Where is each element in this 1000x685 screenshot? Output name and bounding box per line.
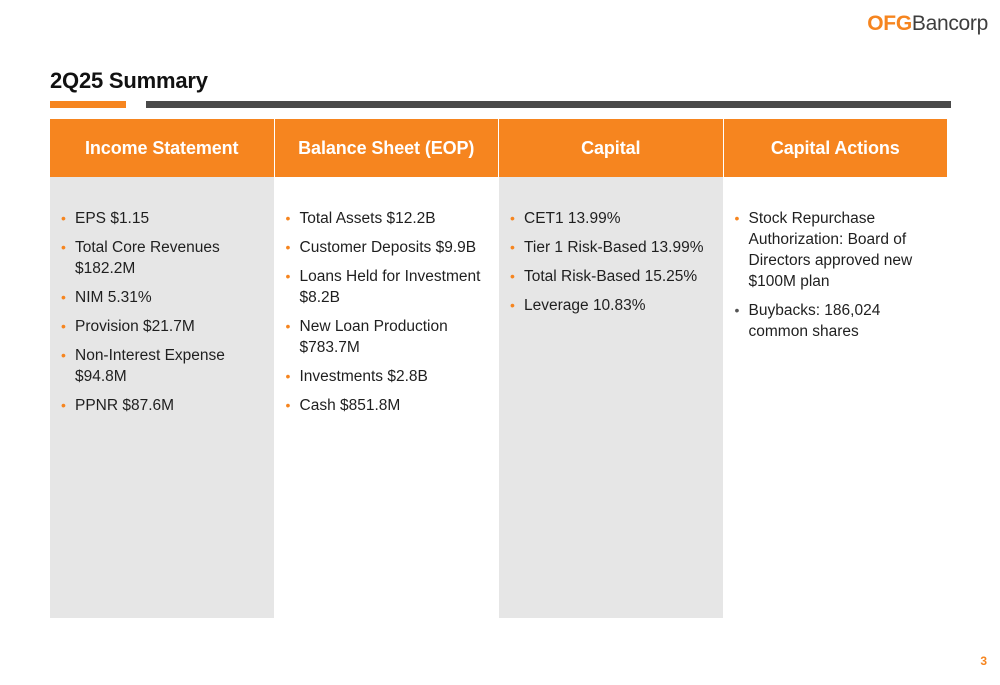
- list-item: Total Risk-Based 15.25%: [507, 266, 719, 287]
- column-body: EPS $1.15 Total Core Revenues $182.2M NI…: [50, 177, 274, 618]
- list-item: Total Assets $12.2B: [283, 208, 495, 229]
- list-item: Buybacks: 186,024 common shares: [732, 300, 944, 342]
- list-item: CET1 13.99%: [507, 208, 719, 229]
- list-item: Cash $851.8M: [283, 395, 495, 416]
- bullet-list: Total Assets $12.2B Customer Deposits $9…: [283, 208, 495, 416]
- column-header: Income Statement: [50, 119, 274, 177]
- ofg-bancorp-logo: OFGBancorp: [867, 12, 988, 36]
- column-body: Stock Repurchase Authorization: Board of…: [723, 177, 947, 618]
- list-item: Provision $21.7M: [58, 316, 270, 337]
- list-item: New Loan Production $783.7M: [283, 316, 495, 358]
- bullet-list-second: Buybacks: 186,024 common shares: [732, 300, 944, 342]
- column-header: Balance Sheet (EOP): [274, 119, 498, 177]
- list-item: Total Core Revenues $182.2M: [58, 237, 270, 279]
- column-capital-actions: Capital Actions Stock Repurchase Authori…: [723, 119, 947, 618]
- column-capital: Capital CET1 13.99% Tier 1 Risk-Based 13…: [499, 119, 724, 618]
- column-body: Total Assets $12.2B Customer Deposits $9…: [274, 177, 498, 618]
- column-balance-sheet: Balance Sheet (EOP) Total Assets $12.2B …: [274, 119, 499, 618]
- list-item: Loans Held for Investment $8.2B: [283, 266, 495, 308]
- bullet-list: CET1 13.99% Tier 1 Risk-Based 13.99% Tot…: [507, 208, 719, 316]
- logo-text-bold: OFG: [867, 12, 912, 35]
- title-accent-bar: [50, 101, 126, 108]
- list-item: Investments $2.8B: [283, 366, 495, 387]
- list-item: PPNR $87.6M: [58, 395, 270, 416]
- page-number: 3: [980, 654, 987, 668]
- bullet-list-first: Stock Repurchase Authorization: Board of…: [732, 208, 944, 292]
- summary-columns: Income Statement EPS $1.15 Total Core Re…: [50, 119, 947, 618]
- column-header: Capital: [499, 119, 723, 177]
- list-item: EPS $1.15: [58, 208, 270, 229]
- column-header: Capital Actions: [723, 119, 947, 177]
- list-item: Non-Interest Expense $94.8M: [58, 345, 270, 387]
- list-item: Customer Deposits $9.9B: [283, 237, 495, 258]
- bullet-list: EPS $1.15 Total Core Revenues $182.2M NI…: [58, 208, 270, 416]
- logo-text-rest: Bancorp: [911, 12, 988, 35]
- list-item: NIM 5.31%: [58, 287, 270, 308]
- list-item: Tier 1 Risk-Based 13.99%: [507, 237, 719, 258]
- title-divider-bar: [146, 101, 951, 108]
- list-item: Stock Repurchase Authorization: Board of…: [732, 208, 944, 292]
- page-title: 2Q25 Summary: [50, 68, 208, 93]
- column-body: CET1 13.99% Tier 1 Risk-Based 13.99% Tot…: [499, 177, 723, 618]
- list-item: Leverage 10.83%: [507, 295, 719, 316]
- column-income-statement: Income Statement EPS $1.15 Total Core Re…: [50, 119, 275, 618]
